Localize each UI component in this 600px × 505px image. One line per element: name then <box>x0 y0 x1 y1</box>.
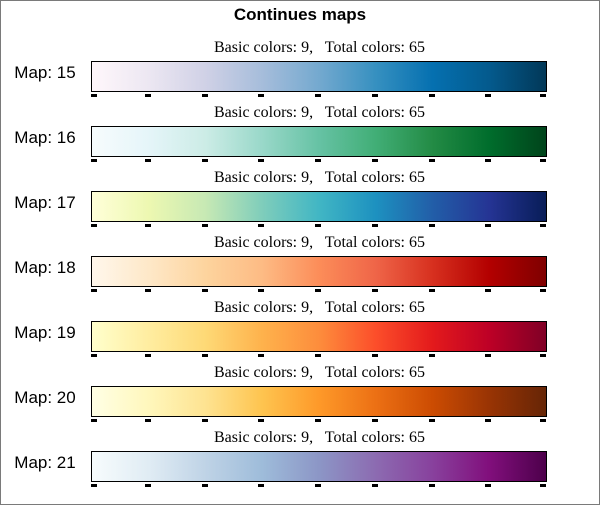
colormap-tick <box>91 289 97 292</box>
colormap-tick <box>315 484 321 487</box>
colormap-row: Basic colors: 9, Total colors: 65 Map: 17 <box>1 169 599 256</box>
colormap-tick <box>145 289 151 292</box>
colormap-tick <box>202 484 208 487</box>
colormap-tick <box>145 224 151 227</box>
colormap-row: Basic colors: 9, Total colors: 65 Map: 18 <box>1 234 599 321</box>
colormap-tick <box>315 94 321 97</box>
colormap-label: Map: 20 <box>14 388 76 407</box>
colormap-label: Map: 16 <box>14 128 76 147</box>
colormap-tick <box>315 289 321 292</box>
colormap-tick <box>202 419 208 422</box>
colormap-tick <box>91 159 97 162</box>
colormap-tick <box>429 419 435 422</box>
colormap-tick <box>202 289 208 292</box>
colormap-bar <box>91 386 547 417</box>
colormap-caption: Basic colors: 9, Total colors: 65 <box>214 104 425 121</box>
colormap-tick <box>258 224 264 227</box>
colormap-tick <box>315 224 321 227</box>
colormap-tick <box>485 159 491 162</box>
colormap-tick <box>91 419 97 422</box>
colormap-tick <box>315 354 321 357</box>
colormap-tick <box>485 224 491 227</box>
colormap-tick <box>540 94 546 97</box>
colormap-row: Basic colors: 9, Total colors: 65 Map: 20 <box>1 364 599 451</box>
colormap-tick <box>258 159 264 162</box>
colormap-caption: Basic colors: 9, Total colors: 65 <box>214 429 425 446</box>
colormap-tick <box>315 159 321 162</box>
colormap-row: Basic colors: 9, Total colors: 65 Map: 16 <box>1 104 599 191</box>
colormap-tick <box>258 419 264 422</box>
colormap-tick <box>258 94 264 97</box>
colormap-row: Basic colors: 9, Total colors: 65 Map: 15 <box>1 39 599 126</box>
colormap-tick <box>372 354 378 357</box>
colormap-label: Map: 17 <box>14 193 76 212</box>
colormap-tick <box>258 354 264 357</box>
colormap-caption: Basic colors: 9, Total colors: 65 <box>214 39 425 56</box>
colormap-tick <box>429 484 435 487</box>
colormap-tick <box>485 419 491 422</box>
colormap-label: Map: 21 <box>14 453 76 472</box>
colormap-tick <box>540 354 546 357</box>
colormap-tick <box>485 354 491 357</box>
colormap-label: Map: 19 <box>14 323 76 342</box>
colormap-caption: Basic colors: 9, Total colors: 65 <box>214 299 425 316</box>
colormap-tick <box>145 159 151 162</box>
colormap-caption: Basic colors: 9, Total colors: 65 <box>214 234 425 251</box>
colormap-tick <box>202 354 208 357</box>
colormap-tick <box>145 94 151 97</box>
colormap-tick <box>540 484 546 487</box>
colormap-bar <box>91 61 547 92</box>
colormap-row: Basic colors: 9, Total colors: 65 Map: 21 <box>1 429 599 504</box>
colormap-tick <box>372 419 378 422</box>
colormap-tick <box>429 94 435 97</box>
colormap-tick <box>91 354 97 357</box>
colormap-tick <box>372 484 378 487</box>
colormap-tick <box>258 484 264 487</box>
colormap-tick <box>429 354 435 357</box>
colormap-tick <box>145 484 151 487</box>
colormap-tick <box>145 354 151 357</box>
colormap-caption: Basic colors: 9, Total colors: 65 <box>214 169 425 186</box>
colormap-bar <box>91 256 547 287</box>
colormap-tick <box>372 94 378 97</box>
colormap-tick <box>372 159 378 162</box>
colormap-tick <box>258 289 264 292</box>
colormap-tick <box>429 289 435 292</box>
colormap-bar <box>91 191 547 222</box>
chart-title: Continues maps <box>233 5 367 24</box>
colormap-tick <box>202 159 208 162</box>
colormap-tick <box>429 159 435 162</box>
colormap-tick <box>372 289 378 292</box>
colormap-tick <box>540 159 546 162</box>
colormap-tick <box>145 419 151 422</box>
colormap-tick <box>485 289 491 292</box>
colormap-label: Map: 18 <box>14 258 76 277</box>
colormap-tick <box>429 224 435 227</box>
colormap-label: Map: 15 <box>14 63 76 82</box>
colormap-tick <box>485 484 491 487</box>
colormap-bar <box>91 321 547 352</box>
colormap-tick <box>91 484 97 487</box>
colormap-bar <box>91 126 547 157</box>
colormap-bar <box>91 451 547 482</box>
colormap-tick <box>540 419 546 422</box>
colormap-tick <box>91 94 97 97</box>
colormap-tick <box>372 224 378 227</box>
colormap-tick <box>315 419 321 422</box>
colormap-tick <box>540 224 546 227</box>
colormap-tick <box>91 224 97 227</box>
colormap-row: Basic colors: 9, Total colors: 65 Map: 19 <box>1 299 599 386</box>
colormap-tick <box>202 94 208 97</box>
colormap-caption: Basic colors: 9, Total colors: 65 <box>214 364 425 381</box>
colormap-tick <box>540 289 546 292</box>
colormap-tick <box>202 224 208 227</box>
colormap-tick <box>485 94 491 97</box>
